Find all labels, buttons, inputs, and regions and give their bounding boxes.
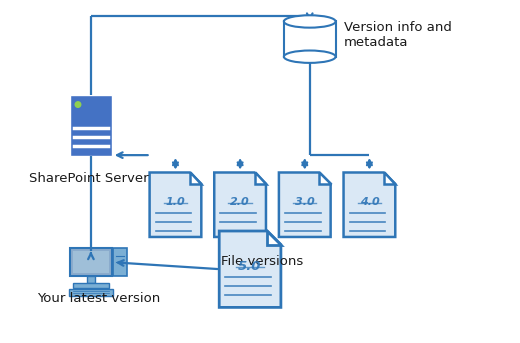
Polygon shape [319, 173, 331, 184]
Bar [87, 276, 95, 283]
Polygon shape [219, 231, 281, 307]
Circle shape [74, 101, 82, 108]
Bar [284, 22, 335, 57]
Bar [70, 95, 112, 156]
Polygon shape [190, 173, 201, 184]
Polygon shape [214, 173, 266, 237]
Polygon shape [267, 231, 281, 245]
Polygon shape [344, 173, 395, 237]
Polygon shape [150, 173, 201, 237]
Text: Your latest version: Your latest version [37, 292, 161, 305]
Text: 3.0: 3.0 [295, 197, 315, 207]
Text: 1.0: 1.0 [165, 197, 185, 207]
Text: 5.0: 5.0 [238, 260, 262, 273]
Bar [113, 248, 127, 276]
Polygon shape [255, 173, 266, 184]
Ellipse shape [284, 50, 335, 63]
Bar [70, 248, 112, 276]
Polygon shape [279, 173, 331, 237]
Bar [73, 251, 109, 273]
Text: 4.0: 4.0 [359, 197, 379, 207]
Ellipse shape [284, 15, 335, 28]
Text: File versions: File versions [222, 255, 304, 268]
Text: Version info and
metadata: Version info and metadata [344, 21, 451, 49]
Polygon shape [384, 173, 395, 184]
Bar [69, 289, 113, 296]
Bar [73, 283, 109, 288]
Text: SharePoint Server: SharePoint Server [29, 172, 149, 185]
Text: 2.0: 2.0 [230, 197, 250, 207]
